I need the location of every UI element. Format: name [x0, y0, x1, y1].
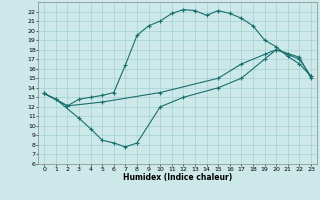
X-axis label: Humidex (Indice chaleur): Humidex (Indice chaleur)	[123, 173, 232, 182]
